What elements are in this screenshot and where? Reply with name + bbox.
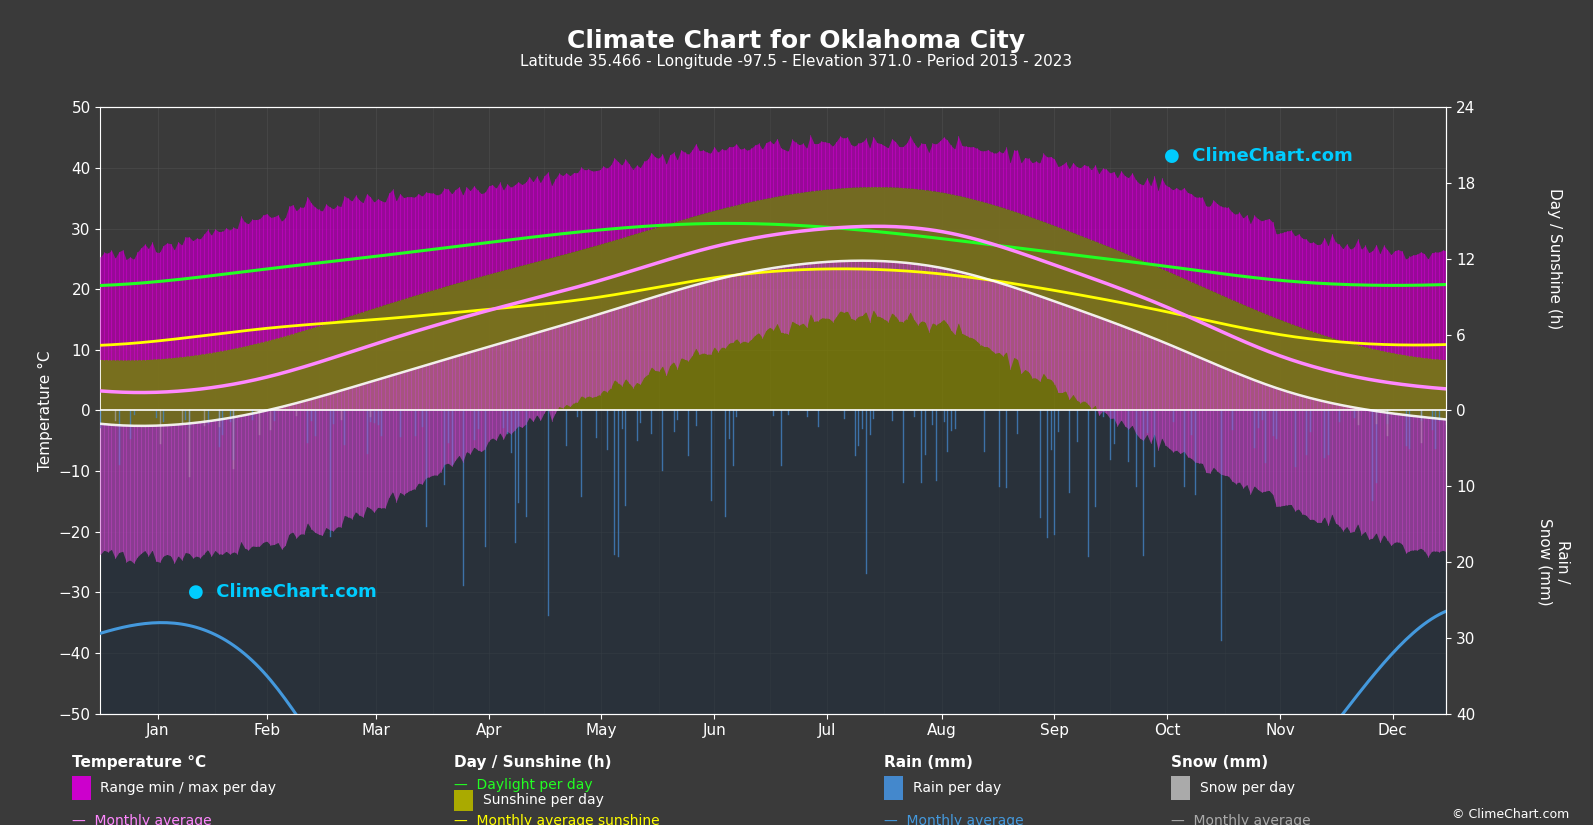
Text: © ClimeChart.com: © ClimeChart.com (1451, 808, 1569, 821)
Text: Temperature °C: Temperature °C (72, 755, 205, 770)
Text: ●  ClimeChart.com: ● ClimeChart.com (188, 583, 376, 601)
Text: Rain per day: Rain per day (913, 781, 1000, 794)
Text: Rain (mm): Rain (mm) (884, 755, 973, 770)
Text: ●  ClimeChart.com: ● ClimeChart.com (1164, 147, 1352, 165)
Text: Snow per day: Snow per day (1200, 781, 1295, 794)
Text: Range min / max per day: Range min / max per day (100, 781, 276, 794)
Text: Snow (mm): Snow (mm) (1171, 755, 1268, 770)
Text: Latitude 35.466 - Longitude -97.5 - Elevation 371.0 - Period 2013 - 2023: Latitude 35.466 - Longitude -97.5 - Elev… (521, 54, 1072, 68)
Text: Rain /
Snow (mm): Rain / Snow (mm) (1537, 518, 1571, 606)
Text: —  Monthly average: — Monthly average (884, 814, 1024, 825)
Text: —  Monthly average: — Monthly average (1171, 814, 1311, 825)
Text: Climate Chart for Oklahoma City: Climate Chart for Oklahoma City (567, 29, 1026, 53)
Text: Sunshine per day: Sunshine per day (483, 794, 604, 807)
Text: —  Monthly average sunshine: — Monthly average sunshine (454, 814, 660, 825)
Text: Day / Sunshine (h): Day / Sunshine (h) (1547, 188, 1561, 329)
Text: —  Monthly average: — Monthly average (72, 814, 212, 825)
Text: —  Daylight per day: — Daylight per day (454, 779, 593, 792)
Text: Day / Sunshine (h): Day / Sunshine (h) (454, 755, 612, 770)
Y-axis label: Temperature °C: Temperature °C (38, 350, 53, 471)
